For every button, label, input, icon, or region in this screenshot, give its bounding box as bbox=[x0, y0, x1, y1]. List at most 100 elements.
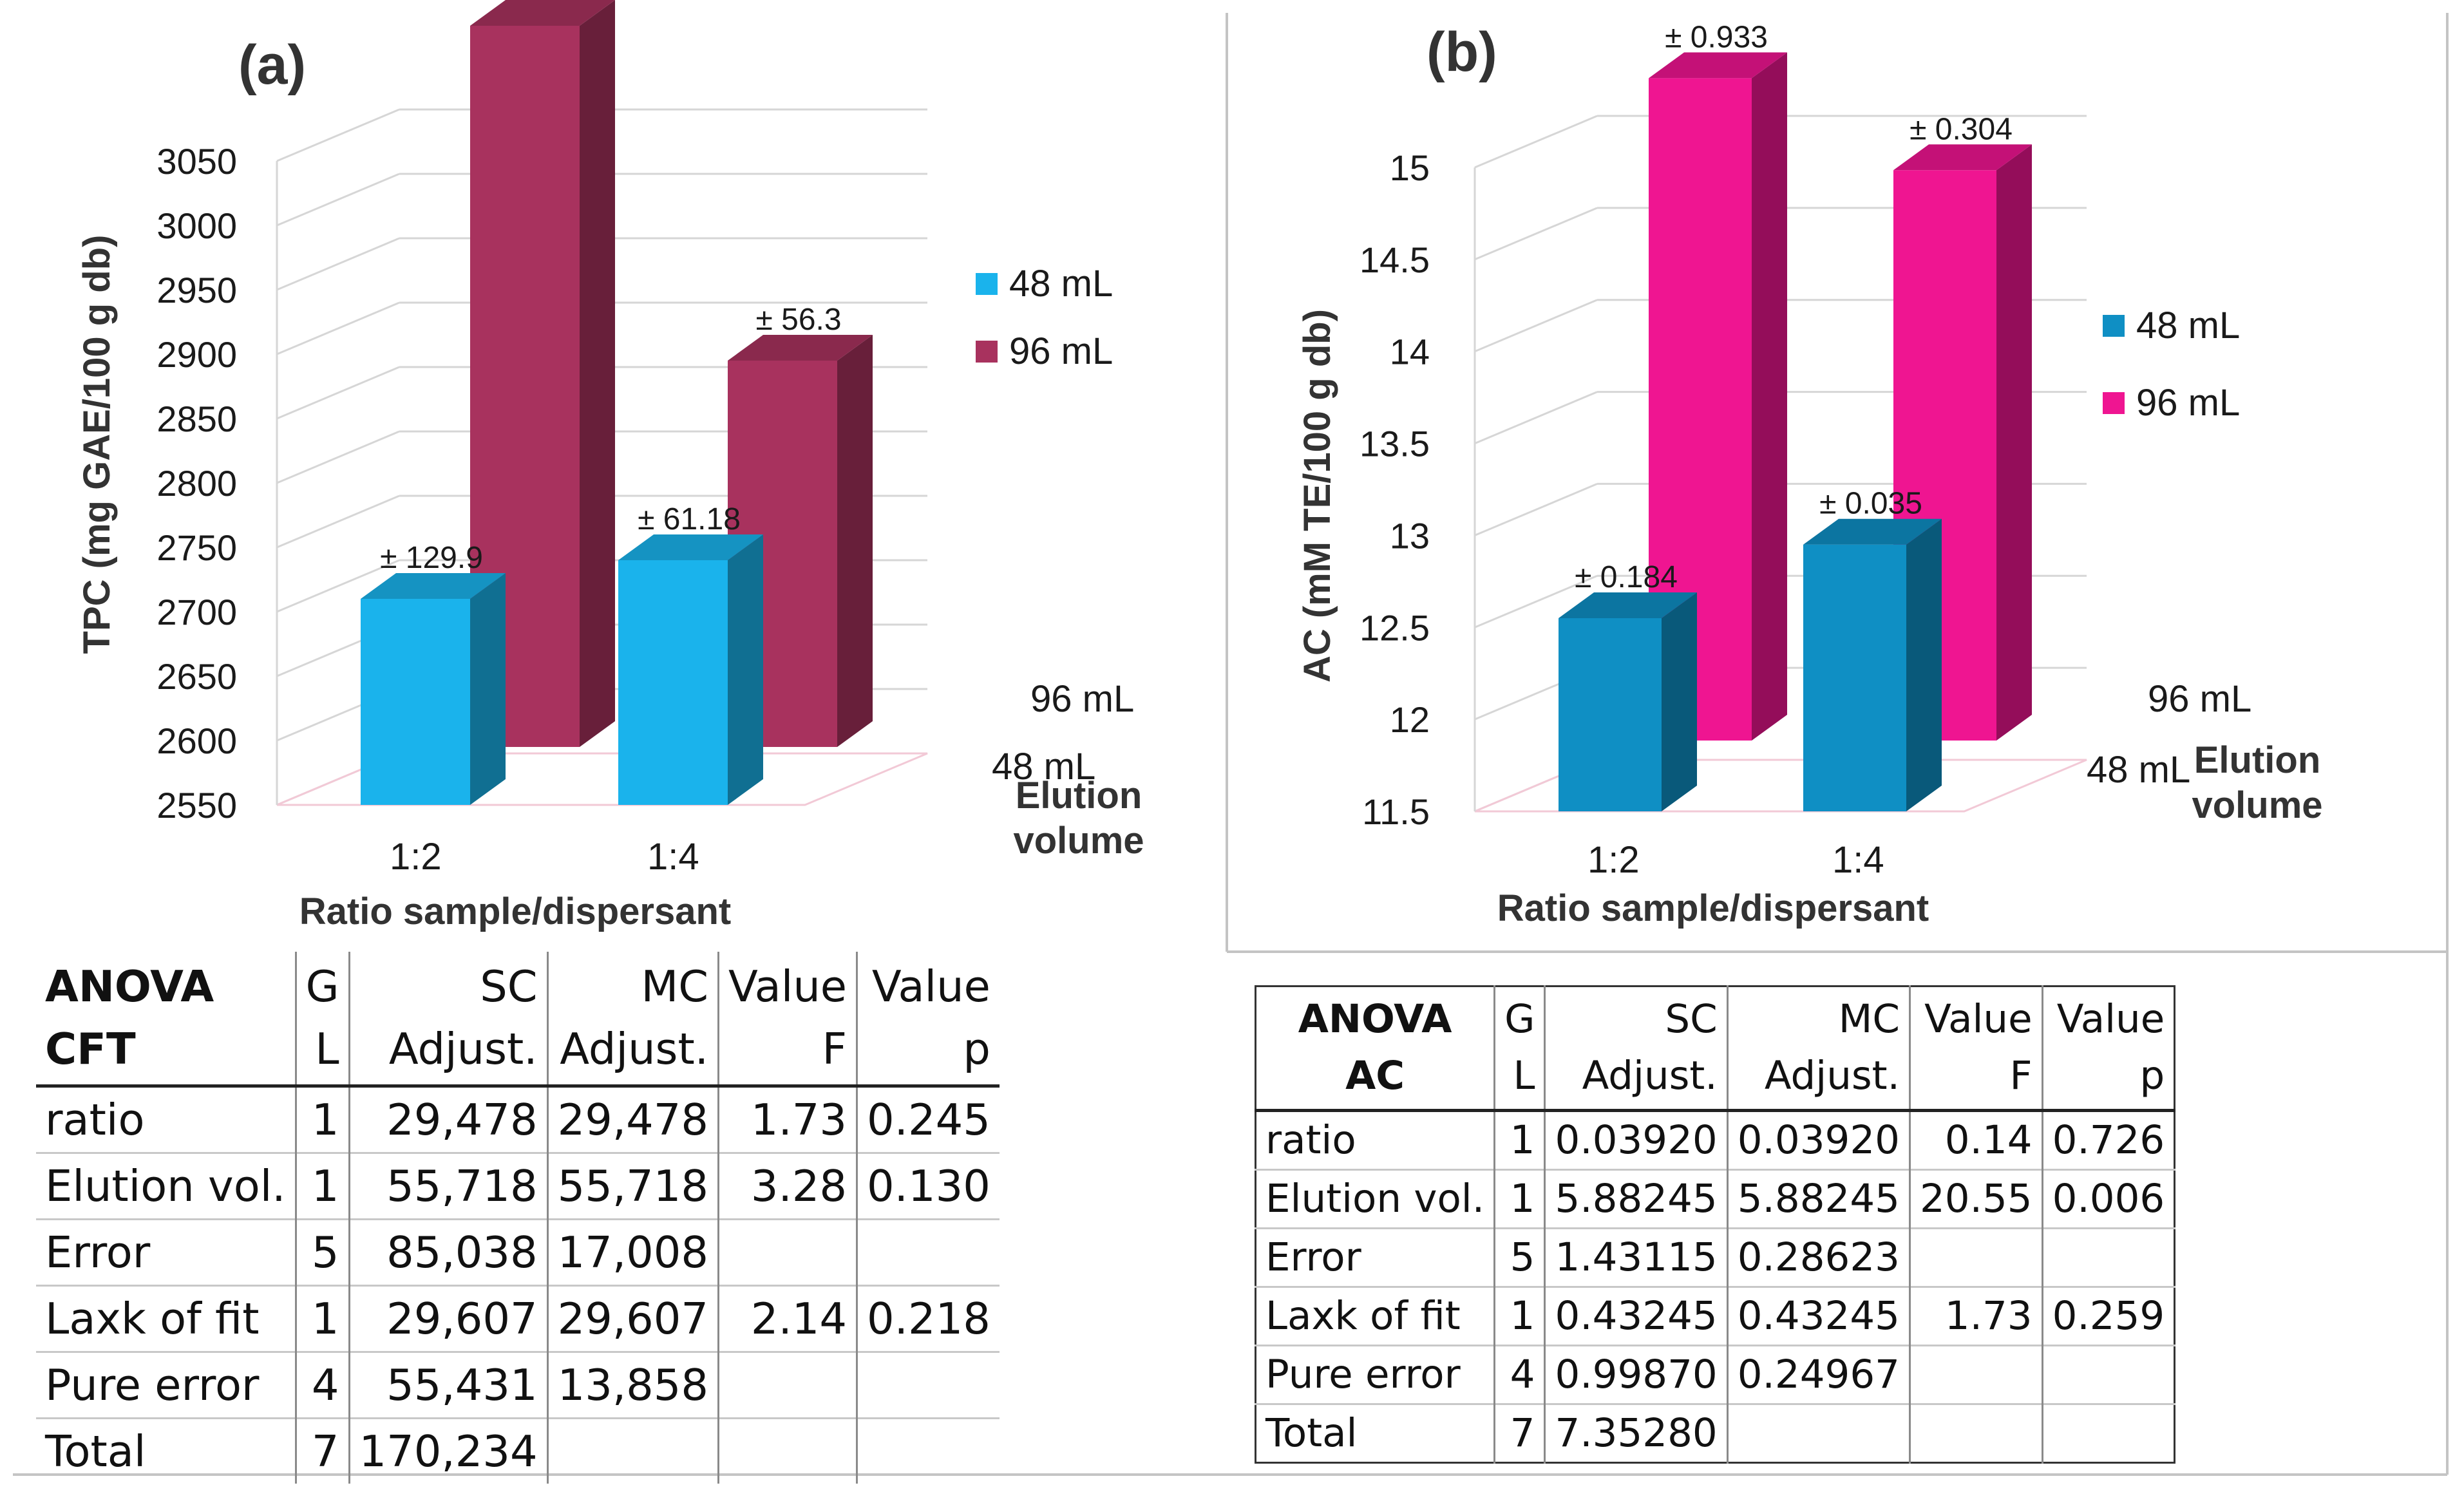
table-row: ratio 1 29,478 29,478 1.73 0.245 bbox=[36, 1085, 1000, 1153]
cell-p: 0.130 bbox=[856, 1152, 1000, 1220]
gridline bbox=[1474, 391, 1598, 444]
cell-gl: 1 bbox=[294, 1152, 350, 1220]
bar-96mL-1:4 bbox=[1893, 144, 2032, 741]
bar-front bbox=[1803, 544, 1906, 811]
cell-p: 0.218 bbox=[856, 1285, 1000, 1352]
cell-gl: 1 bbox=[1493, 1109, 1545, 1170]
cell-sc: 1.43115 bbox=[1544, 1227, 1728, 1287]
cell-mc: 0.24967 bbox=[1726, 1344, 1910, 1404]
table-row: Elution vol. 1 55,718 55,718 3.28 0.130 bbox=[36, 1152, 1000, 1220]
bar-48mL-1:4 bbox=[618, 534, 763, 805]
cell-mc: 29,478 bbox=[546, 1085, 719, 1153]
bar-front bbox=[361, 599, 470, 805]
y-tick-label: 2900 bbox=[156, 334, 237, 375]
y-tick-label: 3000 bbox=[156, 205, 237, 246]
gridline bbox=[276, 495, 400, 549]
error-label: ± 0.304 bbox=[1910, 112, 2013, 146]
bar-front bbox=[1559, 618, 1662, 811]
table-row: Total 7 170,234 bbox=[36, 1417, 1000, 1484]
bar-top bbox=[1649, 52, 1787, 79]
cell-p bbox=[856, 1218, 1000, 1286]
cell-sc: 0.03920 bbox=[1544, 1109, 1728, 1170]
gridline bbox=[276, 237, 400, 291]
z-axis-label: Elution volume bbox=[2192, 739, 2322, 826]
bar-front bbox=[618, 560, 728, 805]
bar-top bbox=[1803, 518, 1942, 545]
bar-side bbox=[1662, 592, 1697, 811]
cell-f bbox=[717, 1417, 857, 1484]
depth-category-label: 96 mL bbox=[2148, 678, 2251, 720]
chart-floor bbox=[1474, 759, 2087, 813]
cell-source: Error bbox=[1255, 1227, 1495, 1287]
cell-mc: 29,607 bbox=[546, 1285, 719, 1352]
error-label: ± 0.184 bbox=[1575, 560, 1678, 594]
cell-f: 2.14 bbox=[717, 1285, 857, 1352]
bar-48mL-1:2 bbox=[1559, 592, 1697, 811]
gridline bbox=[1474, 207, 1598, 261]
cell-sc: 55,718 bbox=[348, 1152, 548, 1220]
cell-mc: 55,718 bbox=[546, 1152, 719, 1220]
y-tick-label: 13.5 bbox=[1360, 424, 1430, 464]
legend-swatch bbox=[976, 273, 998, 295]
legend-swatch bbox=[2103, 315, 2125, 337]
legend-entry: 48 mL bbox=[1009, 263, 1113, 305]
legend-entry: 96 mL bbox=[2136, 382, 2240, 424]
cell-source: Error bbox=[36, 1218, 296, 1286]
cell-gl: 5 bbox=[1493, 1227, 1545, 1287]
table-row: Error 5 85,038 17,008 bbox=[36, 1218, 1000, 1286]
error-label: ± 0.933 bbox=[1665, 20, 1768, 54]
cell-source: Total bbox=[1255, 1402, 1495, 1463]
cell-sc: 0.43245 bbox=[1544, 1285, 1728, 1346]
header-sc: SC Adjust. bbox=[1544, 986, 1728, 1112]
y-axis-label: AC (mM TE/100 g db) bbox=[1296, 309, 1338, 683]
x-category-label: 1:4 bbox=[1832, 839, 1884, 881]
x-axis-label: Ratio sample/dispersant bbox=[299, 891, 731, 932]
cell-gl: 5 bbox=[294, 1218, 350, 1286]
cell-source: Pure error bbox=[36, 1351, 296, 1419]
cell-gl: 1 bbox=[294, 1285, 350, 1352]
cell-mc bbox=[1726, 1402, 1910, 1463]
cell-gl: 1 bbox=[1493, 1168, 1545, 1229]
legend-entry: 96 mL bbox=[1009, 330, 1113, 372]
chart-panel-a: 2550 2600 2650 2700 2750 2800 2850 2900 2950 3000… bbox=[76, 0, 1144, 932]
cell-f bbox=[717, 1351, 857, 1419]
y-tick-label: 14 bbox=[1390, 332, 1430, 372]
bar-side bbox=[1752, 52, 1787, 741]
gridline bbox=[1474, 574, 1598, 628]
legend-swatch bbox=[2103, 392, 2125, 414]
cell-source: Elution vol. bbox=[36, 1152, 296, 1220]
gridline bbox=[276, 108, 400, 162]
gridline bbox=[1474, 299, 1598, 353]
header-sc: SC Adjust. bbox=[348, 952, 548, 1088]
gridline bbox=[276, 559, 400, 613]
legend-entry: 48 mL bbox=[2136, 305, 2240, 346]
cell-sc: 7.35280 bbox=[1544, 1402, 1728, 1463]
panel-label: (b) bbox=[1426, 21, 1497, 83]
bar-48mL-1:2 bbox=[361, 573, 506, 805]
cell-sc: 5.88245 bbox=[1544, 1168, 1728, 1229]
cell-gl: 4 bbox=[1493, 1344, 1545, 1404]
cell-source: Laxk of fit bbox=[1255, 1285, 1495, 1346]
depth-category-label: 48 mL bbox=[992, 746, 1095, 788]
cell-p bbox=[2041, 1227, 2175, 1287]
y-tick-label: 2750 bbox=[156, 527, 237, 568]
cell-mc: 13,858 bbox=[546, 1351, 719, 1419]
cell-f: 20.55 bbox=[1908, 1168, 2043, 1229]
cell-p: 0.259 bbox=[2041, 1285, 2175, 1346]
cell-p: 0.245 bbox=[856, 1085, 1000, 1153]
bar-side bbox=[580, 0, 615, 747]
table-row: Laxk of fit 1 29,607 29,607 2.14 0.218 bbox=[36, 1285, 1000, 1352]
table-row: Pure error 4 0.99870 0.24967 bbox=[1255, 1344, 2175, 1404]
cell-p bbox=[856, 1417, 1000, 1484]
cell-gl: 1 bbox=[1493, 1285, 1545, 1346]
bar-top bbox=[1559, 592, 1697, 618]
y-tick-label: 12 bbox=[1390, 699, 1430, 740]
chart-panel-b: 11.5 12 12.5 13 13.5 14 14.5 15 ± 0.933 ± 0.304 ± … bbox=[1296, 20, 2323, 929]
error-label: ± 0.035 bbox=[1819, 487, 1922, 521]
table-row: Total 7 7.35280 bbox=[1255, 1402, 2175, 1463]
bar-side bbox=[728, 534, 763, 805]
